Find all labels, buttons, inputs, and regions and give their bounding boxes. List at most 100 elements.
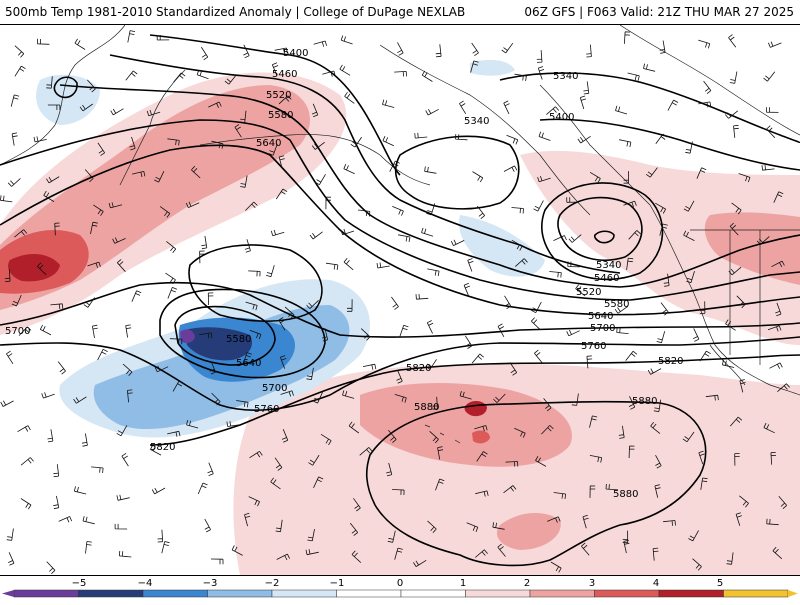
wind-barb: [322, 328, 329, 342]
wind-barb: [156, 35, 170, 41]
coastline-alaska: [379, 44, 591, 216]
wind-barb: [616, 327, 629, 334]
wind-barb: [280, 390, 294, 397]
colorbar-segment: [336, 589, 402, 598]
wind-barb: [305, 549, 319, 556]
contour-5340-north: [499, 72, 800, 144]
contour-low-nw: [53, 76, 78, 99]
contour-5400: [149, 34, 401, 176]
wind-barbs: [0, 30, 790, 574]
wind-barb: [146, 109, 161, 117]
wind-barb: [240, 175, 248, 188]
wind-barb: [625, 350, 638, 361]
wind-barb: [394, 394, 407, 403]
wind-barb: [685, 141, 693, 154]
wind-barb: [667, 99, 679, 111]
wind-barb: [705, 394, 719, 401]
wind-barb: [415, 293, 429, 300]
map-panel: 5400 5460 5520 5580 5640 5340 5340 5400 …: [0, 25, 800, 575]
wind-barb: [589, 171, 601, 184]
wind-barb: [308, 454, 320, 466]
wind-barb: [566, 329, 580, 337]
wind-barb: [234, 124, 242, 138]
wind-barb: [118, 550, 132, 558]
wind-barb: [265, 265, 275, 278]
colorbar-tick-label: 3: [589, 578, 595, 589]
wind-barb: [154, 171, 165, 183]
wind-barb: [450, 239, 465, 246]
wind-barb: [425, 108, 439, 116]
wind-barb: [248, 270, 261, 277]
wind-barb: [46, 561, 56, 574]
wind-barb: [627, 72, 640, 81]
contour-labels: 5400 5460 5520 5580 5640 5340 5340 5400 …: [5, 48, 683, 500]
wind-barb: [683, 230, 695, 241]
wind-barb: [553, 235, 567, 242]
wind-barb: [347, 299, 353, 312]
wind-barb: [97, 348, 108, 361]
anomaly-neg1-east: [459, 215, 545, 277]
wind-barb: [210, 558, 224, 565]
wind-barb: [6, 528, 14, 541]
wind-barb: [209, 360, 216, 375]
wind-barb: [536, 50, 543, 63]
wind-barb: [169, 338, 183, 345]
contour-label: 5880: [414, 402, 439, 413]
wind-barb: [623, 200, 637, 208]
wind-barb: [340, 35, 353, 45]
wind-barb: [503, 165, 518, 172]
wind-barb: [357, 209, 371, 217]
wind-barb: [270, 477, 281, 490]
wind-barb: [389, 160, 400, 172]
wind-barb: [424, 166, 437, 174]
wind-barb: [392, 489, 405, 496]
wind-barb: [615, 105, 628, 115]
wind-barb: [312, 391, 323, 404]
wind-barb: [350, 136, 362, 148]
wind-barb: [688, 530, 699, 542]
wind-barb: [660, 302, 669, 316]
wind-barb: [166, 241, 177, 254]
wind-barb: [14, 229, 28, 238]
wind-barb: [696, 167, 707, 179]
wind-barb: [236, 400, 249, 408]
wind-barb: [728, 34, 737, 48]
wind-barb: [547, 516, 561, 523]
wind-barb: [566, 197, 579, 203]
wind-barb: [87, 261, 101, 268]
contour-label: 5700: [590, 323, 615, 334]
wind-barb: [243, 44, 250, 59]
wind-barb: [197, 482, 208, 495]
wind-barb: [466, 522, 479, 533]
contour-5400-ne: [539, 118, 800, 171]
wind-barb: [589, 455, 603, 463]
wind-barb: [628, 230, 641, 240]
wind-barb: [276, 553, 290, 561]
wind-barb: [306, 300, 319, 309]
wind-barb: [281, 429, 289, 443]
wind-barb: [579, 95, 587, 110]
wind-barb: [199, 332, 213, 339]
wind-barb: [388, 430, 397, 444]
wind-barb: [376, 262, 390, 269]
contour-label: 5580: [226, 334, 251, 345]
wind-barb: [53, 464, 60, 478]
wind-barb: [471, 42, 479, 57]
colorbar-segment: [271, 589, 337, 598]
contour-label: 5340: [553, 71, 578, 82]
wind-barb: [763, 71, 776, 82]
wind-barb: [121, 452, 129, 467]
wind-barb: [199, 250, 205, 264]
wind-barb: [343, 257, 354, 271]
wind-barb: [307, 529, 315, 542]
wind-barb: [83, 297, 95, 308]
wind-barb: [429, 431, 439, 444]
wind-barb: [537, 175, 551, 183]
contour-5520: [59, 84, 800, 288]
coastline-asia: [0, 25, 126, 166]
contour-5880-south: [365, 400, 707, 567]
wind-barb: [534, 349, 543, 363]
wind-barb: [618, 425, 625, 439]
wind-barb: [729, 222, 739, 236]
wind-barb: [359, 447, 373, 456]
